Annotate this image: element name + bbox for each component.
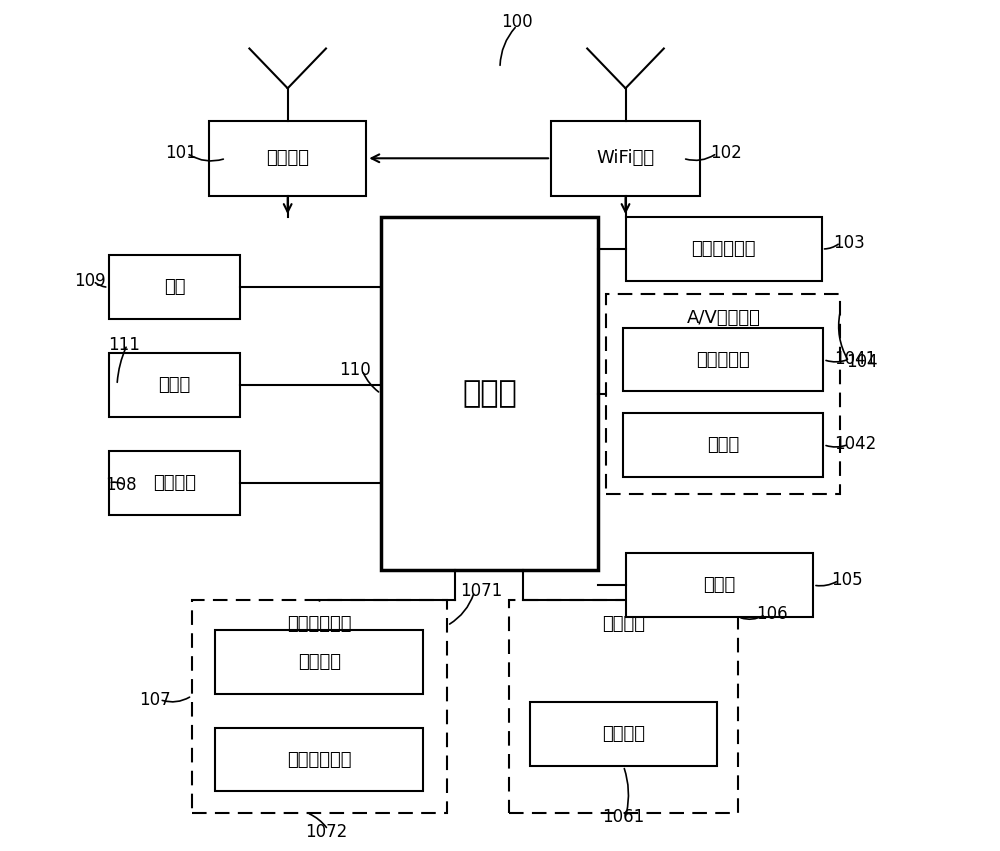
Text: 110: 110 (339, 361, 371, 380)
Text: 1071: 1071 (460, 582, 502, 601)
Text: 101: 101 (165, 144, 197, 163)
Text: 108: 108 (105, 476, 137, 494)
Text: 105: 105 (831, 571, 863, 590)
Bar (215, 728, 423, 791)
Bar (626, 553, 813, 617)
Text: 107: 107 (140, 690, 171, 709)
Text: 触控面板: 触控面板 (298, 653, 341, 671)
Text: 传感器: 传感器 (703, 576, 736, 594)
Bar (509, 600, 738, 813)
Text: 111: 111 (108, 335, 140, 354)
Bar (530, 702, 717, 766)
Text: 接口单元: 接口单元 (153, 474, 196, 492)
Bar (606, 294, 840, 494)
Bar (192, 600, 447, 813)
Bar (215, 630, 423, 694)
Text: 麦克风: 麦克风 (707, 436, 740, 454)
Text: 106: 106 (757, 605, 788, 624)
Text: 104: 104 (846, 352, 877, 371)
Text: 显示面板: 显示面板 (602, 725, 645, 743)
Text: 图形处理器: 图形处理器 (697, 351, 750, 368)
Text: 处理器: 处理器 (462, 379, 517, 408)
Text: 1042: 1042 (835, 435, 877, 454)
Text: 1041: 1041 (835, 350, 877, 368)
Bar (551, 121, 700, 196)
Text: 射频单元: 射频单元 (266, 149, 309, 168)
Bar (109, 255, 240, 319)
Bar (623, 413, 823, 477)
Text: 音频输出单元: 音频输出单元 (692, 240, 756, 258)
Bar (109, 451, 240, 515)
Text: 用户输入单元: 用户输入单元 (287, 615, 352, 633)
Text: 存储器: 存储器 (158, 376, 191, 394)
Text: 1072: 1072 (305, 823, 348, 842)
Bar (623, 328, 823, 391)
Bar (209, 121, 366, 196)
Text: 103: 103 (833, 233, 865, 252)
Bar (109, 353, 240, 417)
Text: 102: 102 (710, 144, 741, 163)
Text: 其他输入设备: 其他输入设备 (287, 751, 351, 768)
Text: A/V输入单元: A/V输入单元 (686, 309, 760, 327)
Text: 电源: 电源 (164, 278, 185, 296)
Text: 100: 100 (501, 13, 533, 31)
Bar (626, 217, 822, 281)
Text: WiFi模块: WiFi模块 (596, 149, 655, 168)
Text: 1061: 1061 (602, 808, 645, 826)
Text: 109: 109 (74, 271, 106, 290)
Bar (381, 217, 598, 570)
Text: 显示单元: 显示单元 (602, 615, 645, 633)
